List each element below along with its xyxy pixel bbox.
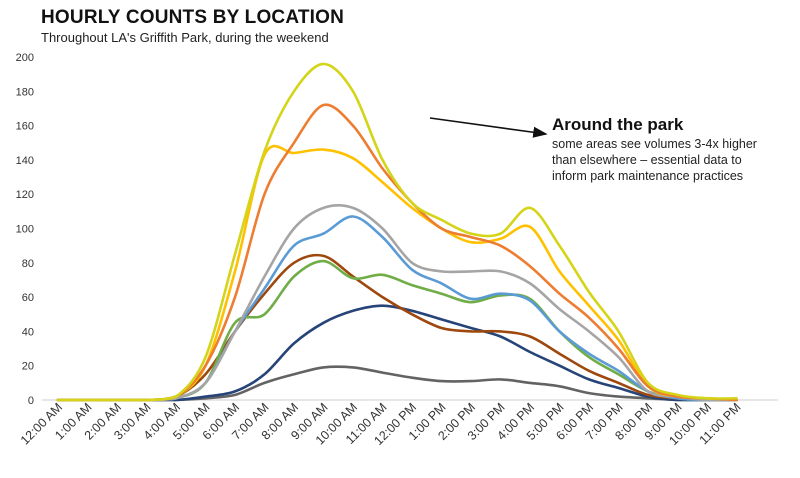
y-tick-label: 60: [22, 292, 34, 304]
annotation-title: Around the park: [552, 115, 684, 134]
annotation-line-1: some areas see volumes 3-4x higher: [552, 137, 757, 151]
series-layer: [56, 62, 738, 402]
y-tick-label: 0: [28, 395, 34, 407]
annotation-line-3: inform park maintenance practices: [552, 169, 743, 183]
x-axis: 12:00 AM1:00 AM2:00 AM3:00 AM4:00 AM5:00…: [18, 399, 778, 448]
annotation-line-2: than elsewhere – essential data to: [552, 153, 742, 167]
y-tick-label: 20: [22, 361, 34, 373]
annotation: Around the park some areas see volumes 3…: [429, 115, 757, 183]
y-tick-label: 100: [16, 224, 34, 236]
y-tick-label: 40: [22, 326, 34, 338]
y-axis: 0 20 40 60 80 100 120 140 160 180 200: [16, 52, 34, 407]
y-tick-label: 180: [16, 86, 34, 98]
x-tick-label: 12:00 AM: [18, 400, 65, 447]
chart-subtitle: Throughout LA's Griffith Park, during th…: [41, 30, 329, 45]
y-tick-label: 80: [22, 258, 34, 270]
annotation-arrow: [429, 117, 548, 138]
series-line-1: [56, 62, 738, 402]
y-tick-label: 160: [16, 121, 34, 133]
y-tick-label: 200: [16, 52, 34, 64]
chart-title: HOURLY COUNTS BY LOCATION: [41, 7, 345, 28]
y-tick-label: 140: [16, 155, 34, 167]
y-tick-label: 120: [16, 189, 34, 201]
